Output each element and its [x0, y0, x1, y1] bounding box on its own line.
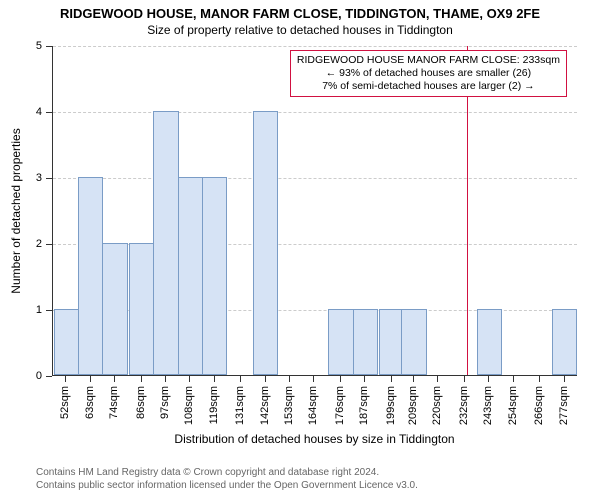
- x-tick-label: 86sqm: [135, 386, 147, 430]
- x-tick-label: 243sqm: [482, 386, 494, 430]
- histogram-bar: [253, 111, 278, 375]
- x-tick-label: 142sqm: [259, 386, 271, 430]
- x-tick-label: 153sqm: [283, 386, 295, 430]
- annotation-line: ← 93% of detached houses are smaller (26…: [297, 67, 560, 80]
- grid-line: [53, 46, 577, 47]
- x-tick: [265, 376, 266, 382]
- grid-line: [53, 112, 577, 113]
- histogram-bar: [353, 309, 378, 375]
- y-tick-label: 4: [24, 106, 42, 118]
- x-tick: [539, 376, 540, 382]
- x-tick: [437, 376, 438, 382]
- chart-subtitle: Size of property relative to detached ho…: [0, 21, 600, 39]
- x-tick-label: 164sqm: [307, 386, 319, 430]
- x-tick: [189, 376, 190, 382]
- footer-line-2: Contains public sector information licen…: [36, 479, 418, 492]
- x-tick-label: 108sqm: [183, 386, 195, 430]
- x-tick-label: 220sqm: [431, 386, 443, 430]
- x-tick: [90, 376, 91, 382]
- histogram-bar: [178, 177, 203, 375]
- x-tick: [340, 376, 341, 382]
- x-tick-label: 52sqm: [59, 386, 71, 430]
- x-tick: [464, 376, 465, 382]
- y-tick-label: 2: [24, 238, 42, 250]
- histogram-bar: [401, 309, 426, 375]
- chart-title: RIDGEWOOD HOUSE, MANOR FARM CLOSE, TIDDI…: [0, 0, 600, 21]
- x-tick-label: 119sqm: [208, 386, 220, 430]
- x-tick-label: 254sqm: [507, 386, 519, 430]
- x-tick-label: 209sqm: [407, 386, 419, 430]
- x-tick-label: 199sqm: [385, 386, 397, 430]
- y-tick: [46, 112, 52, 113]
- y-axis-label: Number of detached properties: [9, 128, 23, 293]
- plot-area: RIDGEWOOD HOUSE MANOR FARM CLOSE: 233sqm…: [52, 46, 577, 376]
- x-tick: [141, 376, 142, 382]
- footer-attribution: Contains HM Land Registry data © Crown c…: [36, 466, 418, 492]
- histogram-bar: [129, 243, 154, 375]
- x-tick-label: 131sqm: [234, 386, 246, 430]
- x-tick-label: 277sqm: [558, 386, 570, 430]
- x-tick: [313, 376, 314, 382]
- histogram-bar: [54, 309, 79, 375]
- x-tick-label: 232sqm: [458, 386, 470, 430]
- y-tick: [46, 376, 52, 377]
- x-axis-label: Distribution of detached houses by size …: [174, 432, 454, 446]
- x-tick: [391, 376, 392, 382]
- x-tick: [488, 376, 489, 382]
- histogram-bar: [477, 309, 502, 375]
- y-tick: [46, 178, 52, 179]
- x-tick-label: 97sqm: [159, 386, 171, 430]
- x-tick: [214, 376, 215, 382]
- x-tick: [364, 376, 365, 382]
- x-tick: [114, 376, 115, 382]
- x-tick: [65, 376, 66, 382]
- x-tick: [289, 376, 290, 382]
- x-tick: [413, 376, 414, 382]
- grid-line: [53, 178, 577, 179]
- y-tick: [46, 244, 52, 245]
- x-tick: [240, 376, 241, 382]
- histogram-bar: [78, 177, 103, 375]
- y-tick: [46, 310, 52, 311]
- x-tick-label: 187sqm: [358, 386, 370, 430]
- footer-line-1: Contains HM Land Registry data © Crown c…: [36, 466, 418, 479]
- histogram-bar: [328, 309, 353, 375]
- annotation-callout: RIDGEWOOD HOUSE MANOR FARM CLOSE: 233sqm…: [290, 50, 567, 97]
- x-tick: [564, 376, 565, 382]
- x-tick-label: 74sqm: [108, 386, 120, 430]
- histogram-bar: [202, 177, 227, 375]
- x-tick: [165, 376, 166, 382]
- y-tick: [46, 46, 52, 47]
- y-tick-label: 0: [24, 370, 42, 382]
- histogram-bar: [102, 243, 127, 375]
- annotation-line: RIDGEWOOD HOUSE MANOR FARM CLOSE: 233sqm: [297, 54, 560, 67]
- histogram-bar: [153, 111, 178, 375]
- x-tick: [513, 376, 514, 382]
- x-tick-label: 63sqm: [84, 386, 96, 430]
- histogram-bar: [552, 309, 577, 375]
- y-tick-label: 1: [24, 304, 42, 316]
- y-tick-label: 5: [24, 40, 42, 52]
- x-tick-label: 266sqm: [533, 386, 545, 430]
- chart-container: RIDGEWOOD HOUSE, MANOR FARM CLOSE, TIDDI…: [0, 0, 600, 500]
- y-tick-label: 3: [24, 172, 42, 184]
- annotation-line: 7% of semi-detached houses are larger (2…: [297, 80, 560, 93]
- x-tick-label: 176sqm: [334, 386, 346, 430]
